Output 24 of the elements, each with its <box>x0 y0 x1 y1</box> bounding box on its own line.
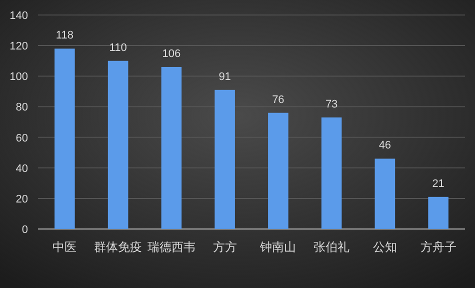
data-label: 106 <box>162 48 181 60</box>
y-tick-label: 40 <box>16 162 28 175</box>
x-tick-label: 公知 <box>372 240 397 254</box>
y-tick-label: 0 <box>22 224 28 236</box>
y-tick-label: 100 <box>10 71 28 84</box>
x-tick-label: 群体免疫 <box>94 240 142 254</box>
y-tick-label: 20 <box>16 193 28 206</box>
x-tick-label: 瑞德西韦 <box>147 240 196 254</box>
y-tick-label: 80 <box>16 102 28 114</box>
x-tick-label: 方方 <box>212 240 237 254</box>
x-tick-label: 方舟子 <box>420 240 456 254</box>
data-label: 73 <box>325 98 338 110</box>
x-tick-label: 张伯礼 <box>314 240 350 254</box>
y-tick-label: 140 <box>10 10 28 22</box>
data-label: 76 <box>272 94 284 106</box>
data-label: 46 <box>378 140 392 152</box>
data-label: 110 <box>109 42 127 54</box>
data-label: 21 <box>432 178 444 190</box>
x-tick-label: 钟南山 <box>259 240 296 254</box>
data-label: 118 <box>56 30 74 42</box>
x-tick-label: 中医 <box>52 240 77 254</box>
data-label: 91 <box>218 70 231 83</box>
y-tick-label: 120 <box>10 40 28 53</box>
y-tick-label: 60 <box>16 132 28 144</box>
